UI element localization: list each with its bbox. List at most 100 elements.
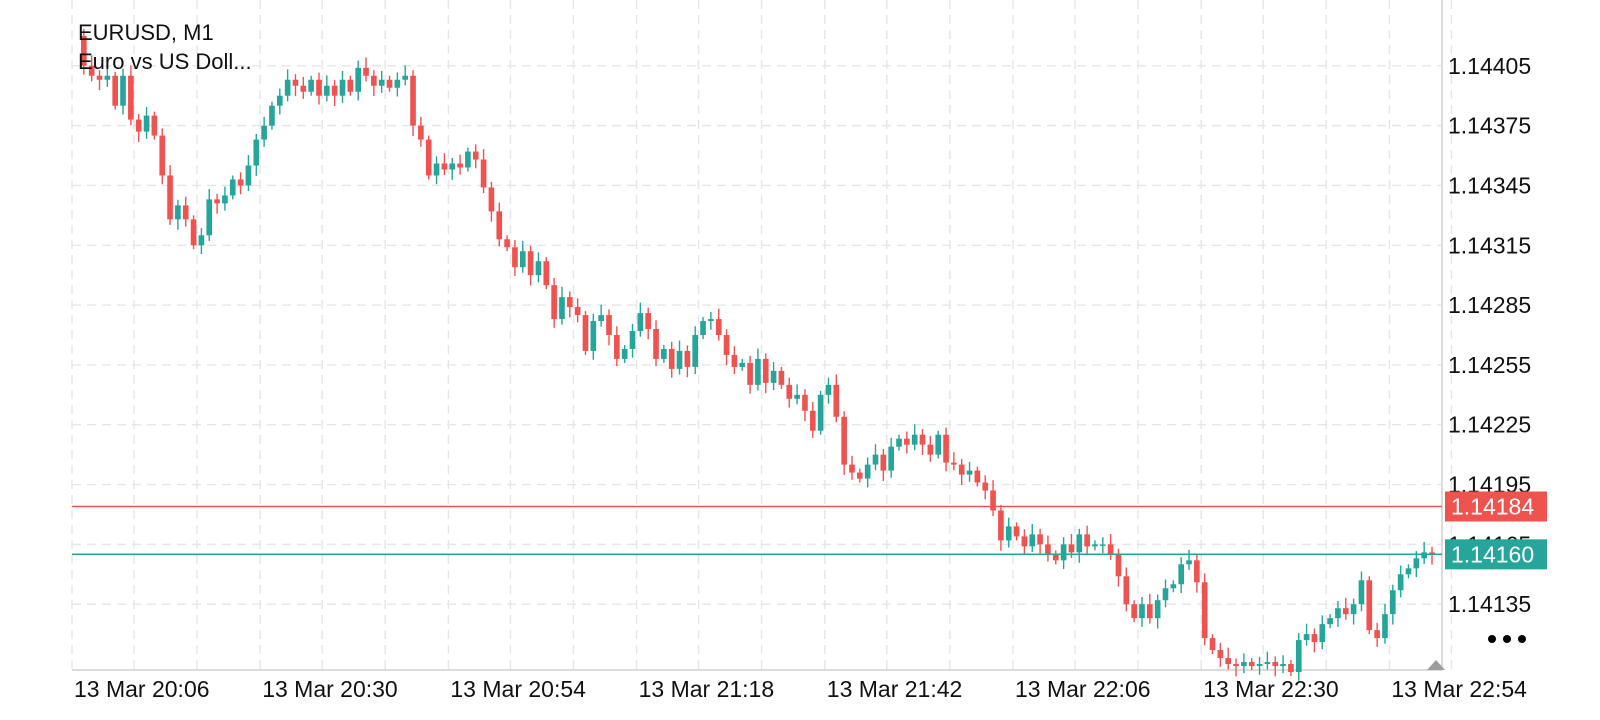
- candle-body: [958, 464, 965, 475]
- candle: [904, 431, 910, 454]
- candle: [755, 348, 761, 391]
- candle: [1421, 541, 1427, 564]
- candle: [1405, 564, 1412, 579]
- candle-body: [684, 350, 691, 367]
- candle: [496, 202, 503, 247]
- candle-body: [872, 454, 879, 465]
- bid-price-label: 1.14184: [1451, 493, 1534, 519]
- candle-body: [151, 115, 158, 136]
- candle: [809, 402, 816, 438]
- candle-body: [1303, 634, 1310, 641]
- candle-body: [457, 163, 463, 168]
- candle-body: [104, 75, 111, 80]
- candle: [1201, 573, 1208, 646]
- candle-body: [739, 362, 746, 367]
- candle-body: [1099, 544, 1106, 546]
- candle-body: [535, 261, 542, 276]
- candle: [723, 329, 730, 366]
- candle: [371, 70, 377, 97]
- candle-body: [998, 510, 1004, 541]
- candle-body: [512, 247, 518, 268]
- candle-body: [182, 205, 189, 220]
- candle: [237, 172, 244, 195]
- candle: [1248, 658, 1255, 670]
- candle: [135, 114, 142, 142]
- candle: [621, 344, 628, 363]
- candle: [1264, 651, 1271, 670]
- candle: [1154, 594, 1161, 629]
- candle-body: [935, 434, 942, 455]
- candle-body: [1225, 658, 1232, 665]
- candle-body: [135, 119, 142, 132]
- candle-body: [245, 165, 252, 186]
- candle-body: [809, 410, 816, 431]
- scroll-to-end-icon[interactable]: [1427, 660, 1445, 670]
- candle: [958, 459, 965, 485]
- candle: [1335, 601, 1341, 627]
- candle-body: [386, 79, 393, 88]
- candle-body: [1139, 604, 1145, 619]
- candle: [1021, 529, 1028, 556]
- candle-body: [841, 416, 847, 465]
- candle: [472, 144, 479, 169]
- candle-body: [653, 329, 659, 359]
- candle-body: [551, 285, 557, 320]
- candle: [1233, 658, 1239, 677]
- candle-body: [1037, 534, 1043, 545]
- candle-body: [449, 163, 456, 170]
- candle: [347, 75, 354, 96]
- candle-body: [206, 199, 213, 236]
- candle-body: [269, 105, 275, 126]
- chart-legend: EURUSD, M1 Euro vs US Doll...: [78, 20, 252, 74]
- candle: [1280, 655, 1286, 674]
- candle: [1429, 546, 1435, 565]
- candle-body: [222, 195, 228, 204]
- candle: [1366, 576, 1373, 635]
- candle-body: [661, 348, 667, 359]
- candle: [1147, 593, 1153, 624]
- candle: [190, 215, 197, 250]
- candle: [1241, 653, 1247, 674]
- candle: [872, 444, 879, 471]
- candle: [896, 434, 902, 451]
- candle-body: [1162, 588, 1169, 601]
- candle: [1060, 537, 1067, 570]
- candle: [911, 424, 918, 451]
- candle-body: [253, 139, 260, 166]
- candle: [331, 80, 338, 107]
- time-tick-label: 13 Mar 22:54: [1391, 676, 1527, 702]
- candle-body: [856, 472, 863, 479]
- candle-body: [582, 315, 589, 351]
- candle: [1084, 525, 1090, 554]
- candle-body: [237, 179, 244, 186]
- candles: [81, 28, 1435, 681]
- candle-body: [1413, 558, 1420, 569]
- candle: [1272, 656, 1279, 677]
- candle: [653, 320, 659, 367]
- candle: [1225, 647, 1232, 670]
- candle-body: [433, 163, 440, 176]
- candle-body: [864, 464, 871, 479]
- candle-body: [692, 335, 699, 367]
- candle-body: [1029, 534, 1036, 547]
- candle: [645, 307, 652, 340]
- price-tick-label: 1.14375: [1448, 113, 1531, 139]
- candle-body: [1421, 552, 1427, 559]
- candle-body: [919, 434, 926, 445]
- more-options-icon[interactable]: [1488, 635, 1526, 643]
- candle: [786, 377, 793, 408]
- candle: [833, 374, 840, 423]
- candle: [504, 235, 510, 252]
- candle: [849, 455, 855, 480]
- candle-body: [363, 67, 369, 76]
- candle: [81, 28, 87, 75]
- candle-body: [708, 319, 714, 322]
- candle: [747, 355, 753, 394]
- candle-body: [715, 319, 722, 335]
- candle-body: [951, 462, 957, 465]
- candle: [418, 116, 424, 147]
- candle-body: [990, 490, 996, 511]
- candle: [519, 240, 526, 273]
- candle: [284, 69, 291, 102]
